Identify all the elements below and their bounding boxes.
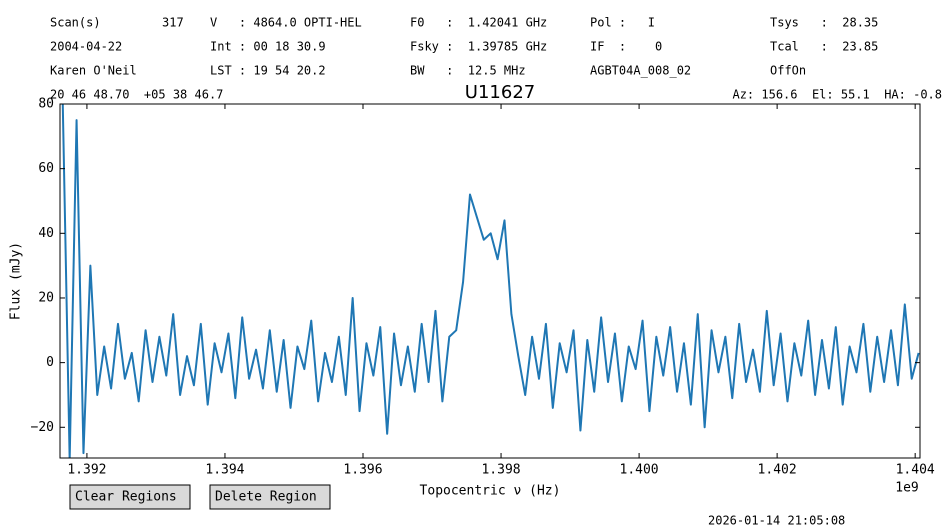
x-tick-label: 1.404 <box>896 463 935 478</box>
y-tick-label: 40 <box>38 226 54 241</box>
x-offset-label: 1e9 <box>895 481 918 496</box>
button[interactable]: Clear Regions <box>69 484 191 510</box>
y-axis-label: Flux (mJy) <box>9 242 24 320</box>
y-tick-label: 0 <box>46 355 54 370</box>
button-bg[interactable] <box>69 484 191 510</box>
plot-frame <box>59 103 921 459</box>
plot-area <box>61 104 920 458</box>
header: Scan(s) 317 V : 4864.0 OPTI-HEL F0 : 1.4… <box>50 16 942 102</box>
header-text: V : 4864.0 OPTI-HEL <box>210 16 362 30</box>
header-text: OffOn <box>770 64 806 78</box>
header-text: Tcal : 23.85 <box>770 40 878 54</box>
y-tick-label: 20 <box>38 290 54 305</box>
header-text: AGBT04A_008_02 <box>590 64 691 78</box>
x-tick-label: 1.400 <box>620 463 659 478</box>
header-text: Scan(s) <box>50 16 101 30</box>
button-bg[interactable] <box>209 484 331 510</box>
button-label[interactable]: Clear Regions <box>75 490 177 505</box>
x-tick-label: 1.398 <box>481 463 520 478</box>
x-tick-label: 1.396 <box>343 463 382 478</box>
header-text: Karen O'Neil <box>50 64 137 78</box>
header-text: Az: 156.6 El: 55.1 HA: -0.8 <box>732 88 942 102</box>
y-tick-label: 60 <box>38 161 54 176</box>
x-tick-label: 1.392 <box>67 463 106 478</box>
button-label[interactable]: Delete Region <box>215 490 317 505</box>
header-text: F0 : 1.42041 GHz <box>410 16 547 30</box>
x-tick-label: 1.402 <box>758 463 797 478</box>
timestamp: 2026-01-14 21:05:08 <box>708 514 845 528</box>
y-tick-label: 80 <box>38 97 54 112</box>
chart-title: U11627 <box>465 82 535 103</box>
header-text: Pol : I <box>590 16 655 30</box>
header-text: Int : 00 18 30.9 <box>210 40 326 54</box>
x-tick-label: 1.394 <box>205 463 244 478</box>
x-axis-label: Topocentric ν (Hz) <box>420 484 561 499</box>
header-text: 2004-04-22 <box>50 40 122 54</box>
button[interactable]: Delete Region <box>209 484 331 510</box>
header-text: 20 46 48.70 +05 38 46.7 <box>50 88 223 102</box>
y-tick-label: −20 <box>31 420 54 435</box>
spectrum-line <box>61 104 920 458</box>
header-text: Tsys : 28.35 <box>770 16 878 30</box>
header-text: 317 <box>162 16 184 30</box>
header-text: BW : 12.5 MHz <box>410 64 526 78</box>
header-text: Fsky : 1.39785 GHz <box>410 40 547 54</box>
header-text: IF : 0 <box>590 40 662 54</box>
header-text: LST : 19 54 20.2 <box>210 64 326 78</box>
